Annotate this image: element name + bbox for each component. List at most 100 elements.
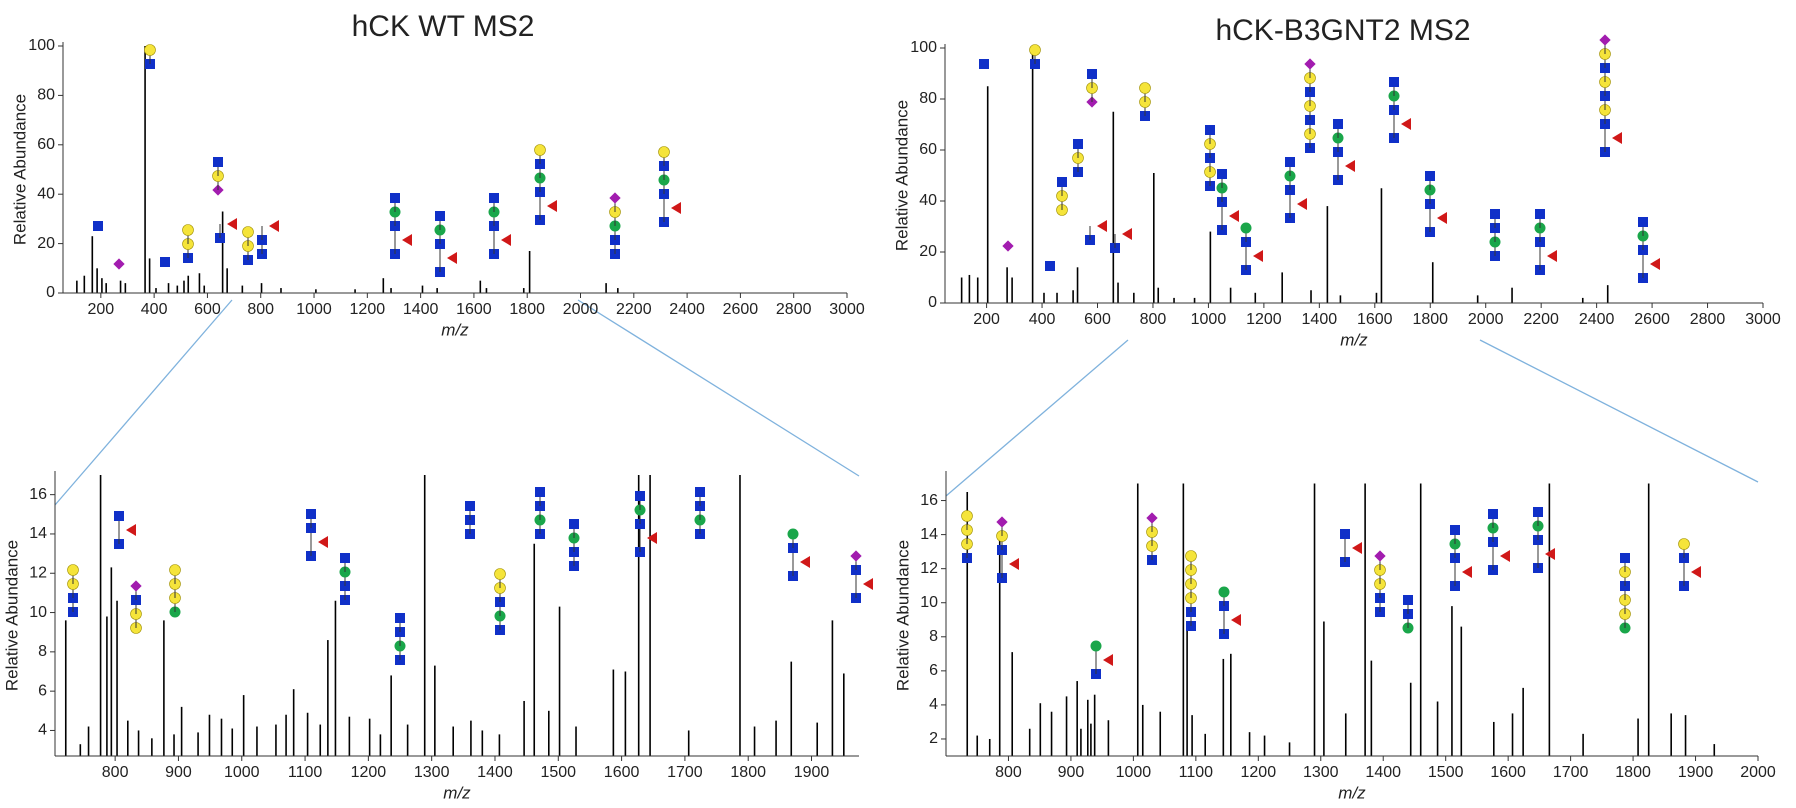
- glycan-icon: [389, 193, 412, 259]
- glycan-square: [1285, 157, 1295, 167]
- glycan-diamond: [130, 580, 142, 592]
- glycan-icon: [568, 519, 580, 571]
- glycan-diamond: [996, 516, 1008, 528]
- glycan-fucose: [1297, 198, 1307, 210]
- x-tick-label: 600: [1084, 311, 1111, 328]
- x-tick-label: 2800: [1690, 311, 1726, 328]
- glycan-icon: [1139, 82, 1151, 121]
- x-tick-label: 1900: [794, 764, 830, 781]
- glycan-fucose: [1437, 212, 1447, 224]
- glycan-fucose: [269, 220, 279, 232]
- glycan-icon: [1086, 69, 1098, 108]
- x-tick-label: 1400: [477, 764, 513, 781]
- glycan-icon: [1340, 529, 1362, 567]
- glycan-icon: [1424, 171, 1447, 237]
- glycan-square: [93, 221, 103, 231]
- x-tick-label: 3000: [829, 301, 865, 318]
- y-tick-label: 8: [38, 643, 47, 660]
- glycan-square: [1205, 125, 1215, 135]
- glycan-square: [635, 491, 645, 501]
- glycan-icon: [609, 192, 621, 259]
- glycan-fucose: [1401, 118, 1411, 130]
- x-tick-label: 1300: [414, 764, 450, 781]
- y-tick-label: 100: [910, 39, 937, 56]
- glycan-icon: [1029, 44, 1041, 69]
- x-tick-label: 1800: [1615, 764, 1651, 781]
- glycan-icon: [1304, 58, 1316, 153]
- x-tick-label: 200: [973, 311, 1000, 328]
- glycan-square: [1045, 261, 1055, 271]
- glycan-circle: [1240, 222, 1252, 234]
- y-tick-label: 6: [38, 682, 47, 699]
- glycan-icon: [257, 220, 279, 259]
- x-axis-label: m/z: [441, 320, 469, 339]
- glycan-icon: [996, 516, 1019, 583]
- x-tick-label: 1600: [456, 301, 492, 318]
- glycan-circle: [1678, 538, 1690, 550]
- glycan-icon: [658, 146, 681, 227]
- glycan-fucose: [1097, 220, 1107, 232]
- x-tick-label: 1500: [540, 764, 576, 781]
- x-tick-label: 1600: [604, 764, 640, 781]
- glycan-icon: [67, 564, 79, 617]
- x-tick-label: 1800: [509, 301, 545, 318]
- glycan-circle: [961, 510, 973, 522]
- y-tick-label: 16: [920, 492, 938, 509]
- x-tick-label: 1500: [1428, 764, 1464, 781]
- glycan-square: [435, 211, 445, 221]
- glycan-icon: [1374, 550, 1386, 617]
- glycan-fucose: [1547, 250, 1557, 262]
- glycan-square: [213, 157, 223, 167]
- y-tick-label: 0: [46, 284, 55, 301]
- glycan-fucose: [647, 532, 657, 544]
- glycan-icon: [534, 144, 557, 225]
- y-tick-label: 80: [919, 90, 937, 107]
- glycan-square: [979, 59, 989, 69]
- x-tick-label: 1200: [1246, 311, 1282, 328]
- glycan-fucose: [547, 200, 557, 212]
- glycan-icon: [394, 613, 406, 665]
- glycan-icon: [1449, 525, 1472, 591]
- glycan-circle: [1185, 550, 1197, 562]
- glycan-icon: [242, 226, 254, 265]
- glycan-fucose: [1500, 550, 1510, 562]
- x-tick-label: 200: [87, 301, 114, 318]
- x-axis-label: m/z: [1338, 783, 1366, 802]
- x-tick-label: 2400: [669, 301, 705, 318]
- y-tick-label: 4: [38, 722, 47, 739]
- glycan-fucose: [501, 234, 511, 246]
- glycan-icon: [1619, 553, 1631, 634]
- x-tick-label: 1600: [1357, 311, 1393, 328]
- x-tick-label: 1100: [288, 764, 323, 781]
- glycan-square: [114, 511, 124, 521]
- glycan-icon: [1678, 538, 1701, 591]
- glycan-square: [340, 553, 350, 563]
- x-tick-label: 1700: [1553, 764, 1589, 781]
- y-tick-label: 12: [920, 560, 938, 577]
- glycan-fucose: [1650, 258, 1660, 270]
- glycan-square: [1403, 595, 1413, 605]
- y-tick-label: 20: [37, 235, 55, 252]
- y-tick-label: 16: [29, 486, 47, 503]
- x-tick-label: 1000: [224, 764, 260, 781]
- x-tick-label: 2000: [1740, 764, 1776, 781]
- x-axis-label: m/z: [443, 783, 471, 802]
- glycan-diamond: [1599, 34, 1611, 46]
- glycan-icon: [634, 491, 657, 557]
- glycan-circle: [144, 44, 156, 56]
- glycan-fucose: [1253, 250, 1263, 262]
- glycan-fucose: [227, 218, 237, 230]
- x-tick-label: 2600: [1634, 311, 1670, 328]
- x-tick-label: 600: [194, 301, 221, 318]
- glycan-square: [1217, 169, 1227, 179]
- glycan-fucose: [1231, 614, 1241, 626]
- glycan-icon: [306, 509, 328, 561]
- glycan-circle: [787, 528, 799, 540]
- glycan-icon: [114, 511, 136, 549]
- glycan-circle: [169, 564, 181, 576]
- glycan-square: [1425, 171, 1435, 181]
- y-tick-label: 80: [37, 87, 55, 104]
- y-axis-label: Relative Abundance: [892, 100, 911, 251]
- glycan-square: [1333, 119, 1343, 129]
- glycan-fucose: [1122, 228, 1132, 240]
